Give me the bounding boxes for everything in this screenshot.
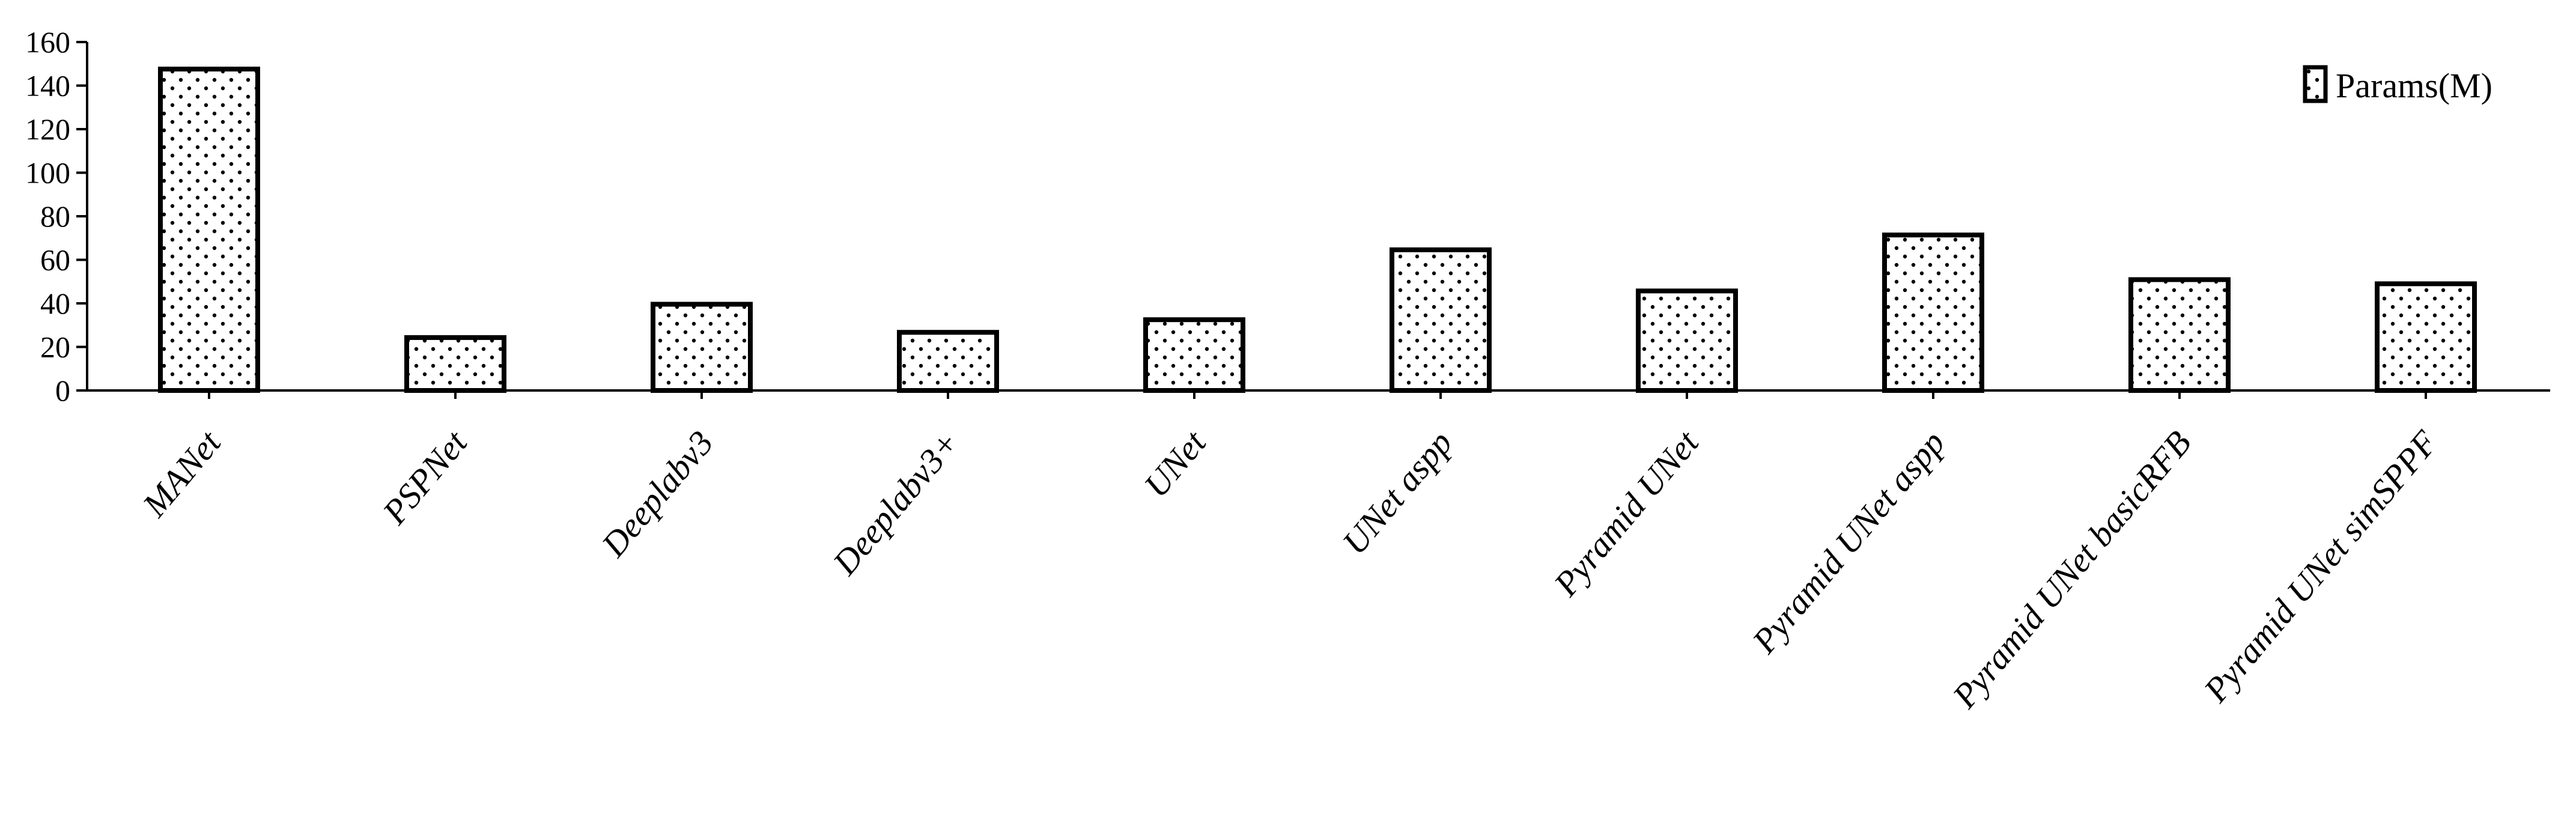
bar bbox=[404, 335, 506, 393]
y-tick-label: 100 bbox=[25, 156, 70, 190]
bars bbox=[158, 66, 2477, 393]
bar bbox=[1636, 288, 1738, 393]
x-tick-label: Pyramid UNet bbox=[1546, 422, 1707, 604]
y-tick-label: 140 bbox=[25, 69, 70, 103]
legend-swatch bbox=[2303, 65, 2328, 103]
x-tick-label: PSPNet bbox=[375, 422, 476, 532]
x-tick-label: MANet bbox=[135, 422, 229, 524]
category-labels: MANet PSPNet Deeplabv3 Deeplabv3+ UNet UNet a… bbox=[135, 422, 2445, 715]
y-tick-label: 20 bbox=[40, 330, 70, 364]
y-tick-label: 160 bbox=[25, 25, 70, 59]
x-tick-label: UNet bbox=[1136, 422, 1214, 505]
x-tick-label: Deeplabv3+ bbox=[825, 424, 967, 583]
bar bbox=[1882, 232, 1984, 393]
x-tick-label: UNet aspp bbox=[1335, 424, 1460, 562]
x-tick-label: Deeplabv3 bbox=[594, 424, 721, 565]
bar bbox=[1143, 317, 1245, 393]
y-tick-label: 80 bbox=[40, 199, 70, 233]
bar bbox=[2375, 281, 2477, 393]
bar bbox=[2128, 277, 2231, 393]
y-tick-label: 0 bbox=[55, 374, 70, 407]
y-axis: 0 20 40 60 80 100 120 140 160 bbox=[25, 25, 88, 407]
bar bbox=[651, 302, 753, 393]
bar bbox=[1390, 247, 1492, 393]
bar bbox=[158, 66, 260, 393]
legend: Params(M) bbox=[2303, 65, 2492, 105]
bar bbox=[897, 330, 999, 393]
x-tick-label: Pyramid UNet basicRFB bbox=[1945, 424, 2199, 716]
x-tick-label: Pyramid UNet simSPPF bbox=[2196, 423, 2445, 709]
legend-label: Params(M) bbox=[2336, 66, 2492, 105]
x-tick-label: Pyramid UNet aspp bbox=[1744, 424, 1952, 661]
y-tick-label: 40 bbox=[40, 287, 70, 320]
y-tick-label: 60 bbox=[40, 243, 70, 277]
y-tick-label: 120 bbox=[25, 112, 70, 146]
